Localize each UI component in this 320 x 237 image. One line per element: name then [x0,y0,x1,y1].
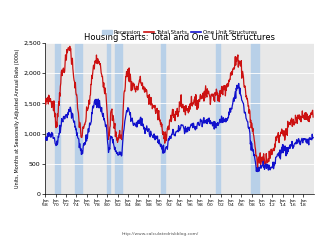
Y-axis label: Units, Months at Seasonally Adjusted Annual Rate (000s): Units, Months at Seasonally Adjusted Ann… [15,49,20,188]
Bar [216,43,220,194]
Text: http://www.calculatedriskblog.com/: http://www.calculatedriskblog.com/ [121,232,199,236]
Bar [55,43,60,194]
Bar [161,43,165,194]
Bar [76,43,82,194]
Bar [107,43,110,194]
Bar [115,43,122,194]
Bar [251,43,259,194]
Title: Housing Starts: Total and One Unit Structures: Housing Starts: Total and One Unit Struc… [84,33,275,42]
Legend: Recession, Total Starts, One Unit Structures: Recession, Total Starts, One Unit Struct… [101,30,257,35]
